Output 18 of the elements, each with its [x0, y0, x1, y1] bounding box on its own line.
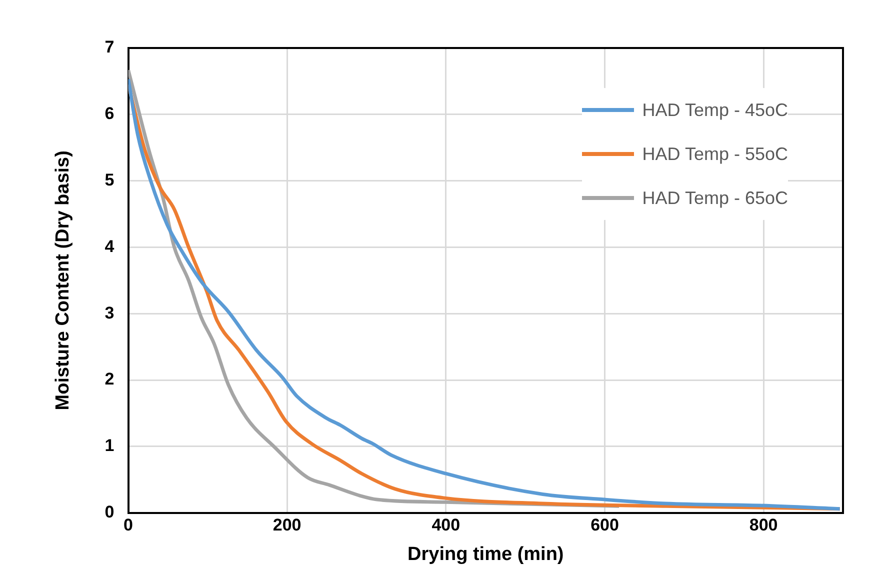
x-axis-title: Drying time (min) — [408, 544, 564, 565]
y-tick-label: 3 — [104, 303, 114, 322]
x-tick-label: 200 — [272, 516, 302, 535]
y-tick-label: 2 — [104, 370, 114, 389]
legend-label: HAD Temp - 55oC — [642, 144, 788, 164]
legend-label: HAD Temp - 45oC — [642, 100, 788, 120]
x-tick-label: 0 — [124, 516, 133, 535]
y-tick-label: 4 — [104, 236, 115, 256]
y-tick-label: 5 — [104, 170, 114, 190]
y-tick-label: 1 — [104, 436, 114, 456]
x-tick-label: 600 — [590, 516, 619, 535]
y-axis-title: Moisture Content (Dry basis) — [52, 150, 74, 410]
x-tick-label: 400 — [432, 516, 460, 535]
y-tick-label: 6 — [104, 104, 114, 124]
x-tick-label: 800 — [749, 516, 778, 535]
y-tick-label: 7 — [104, 38, 114, 57]
y-tick-label: 0 — [104, 502, 114, 522]
legend-label: HAD Temp - 65oC — [642, 188, 788, 208]
